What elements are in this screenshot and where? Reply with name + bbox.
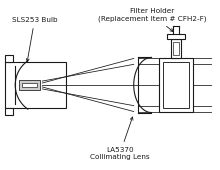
Bar — [19, 80, 40, 90]
Text: SLS253 Bulb: SLS253 Bulb — [12, 17, 57, 62]
Text: Filter Holder
(Replacement Item # CFH2-F): Filter Holder (Replacement Item # CFH2-F… — [98, 8, 207, 32]
Bar — [5, 108, 13, 115]
Bar — [5, 62, 66, 108]
Text: LA5370
Collimating Lens: LA5370 Collimating Lens — [90, 117, 150, 160]
Bar — [22, 83, 37, 87]
Bar — [173, 42, 179, 55]
Bar — [171, 39, 181, 58]
Bar — [163, 62, 189, 108]
Bar — [5, 55, 13, 62]
Bar — [159, 58, 193, 112]
Bar — [167, 34, 185, 39]
